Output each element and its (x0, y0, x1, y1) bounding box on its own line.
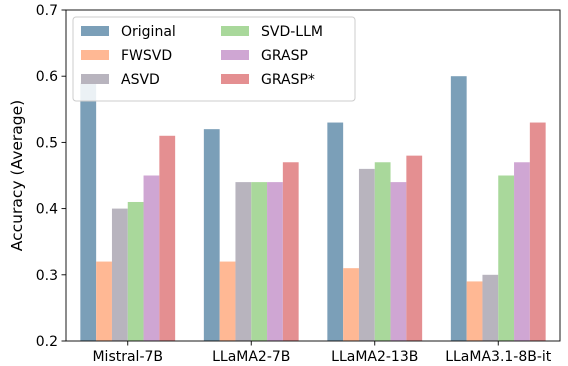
legend: Original FWSVD ASVD SVD-LLM GRASP GRASP* (72, 16, 356, 102)
bar-svd-llm-0 (127, 201, 144, 341)
bar-original-3 (450, 76, 467, 341)
bar-asvd-3 (482, 274, 499, 341)
legend-label-asvd: ASVD (121, 72, 160, 88)
bar-original-2 (327, 122, 344, 341)
bar-asvd-2 (358, 168, 375, 341)
legend-swatch-grasp (221, 50, 249, 60)
bar-fwsvd-1 (219, 261, 236, 341)
legend-swatch-original (81, 26, 109, 36)
y-tick-label-0: 0.2 (36, 334, 58, 350)
legend-swatch-svd-llm (221, 26, 249, 36)
bar-svd-llm-1 (251, 182, 268, 341)
y-tick-label-5: 0.7 (36, 3, 58, 19)
bar-original-0 (80, 82, 97, 341)
legend-label-original: Original (121, 24, 176, 40)
plot-frame (65, 9, 561, 342)
y-tick-label-4: 0.6 (36, 69, 58, 85)
legend-swatch-grasp- (221, 74, 249, 84)
y-tick-label-2: 0.4 (36, 202, 58, 218)
legend-label-grasp-: GRASP* (261, 72, 315, 88)
bar-original-1 (203, 129, 220, 341)
x-tick-label-0: Mistral-7B (92, 349, 163, 365)
bar-grasp-2 (390, 182, 407, 341)
y-tick-label-3: 0.5 (36, 135, 58, 151)
bar-grasp--2 (406, 155, 423, 341)
legend-label-fwsvd: FWSVD (121, 48, 172, 64)
bar-grasp-1 (267, 182, 283, 341)
bar-svd-llm-2 (374, 162, 391, 341)
bar-grasp-3 (514, 162, 530, 341)
bar-grasp--0 (159, 135, 176, 341)
bar-asvd-0 (111, 208, 128, 341)
x-tick-label-1: LLaMA2-7B (212, 349, 290, 365)
bar-fwsvd-2 (343, 268, 359, 341)
legend-swatch-fwsvd (81, 50, 109, 60)
bars-layer (80, 76, 546, 341)
bar-grasp-0 (143, 175, 160, 341)
legend-label-svd-llm: SVD-LLM (261, 24, 323, 40)
bar-fwsvd-3 (466, 281, 483, 341)
axes-layer: 0.2 0.3 0.4 0.5 0.6 0.7 Mistral-7B LLaMA2-7B LLa… (8, 3, 561, 365)
y-tick-label-1: 0.3 (36, 268, 58, 284)
legend-box (72, 16, 356, 102)
bar-asvd-1 (235, 182, 252, 341)
y-axis-label: Accuracy (Average) (8, 100, 26, 251)
legend-label-grasp: GRASP (261, 48, 308, 64)
bar-grasp--3 (529, 122, 546, 341)
x-tick-label-2: LLaMA2-13B (331, 349, 418, 365)
bar-grasp--1 (282, 162, 299, 341)
legend-swatch-asvd (81, 74, 109, 84)
x-tick-label-3: LLaMA3.1-8B-it (445, 349, 552, 365)
bar-svd-llm-3 (498, 175, 515, 341)
bar-fwsvd-0 (96, 261, 112, 341)
